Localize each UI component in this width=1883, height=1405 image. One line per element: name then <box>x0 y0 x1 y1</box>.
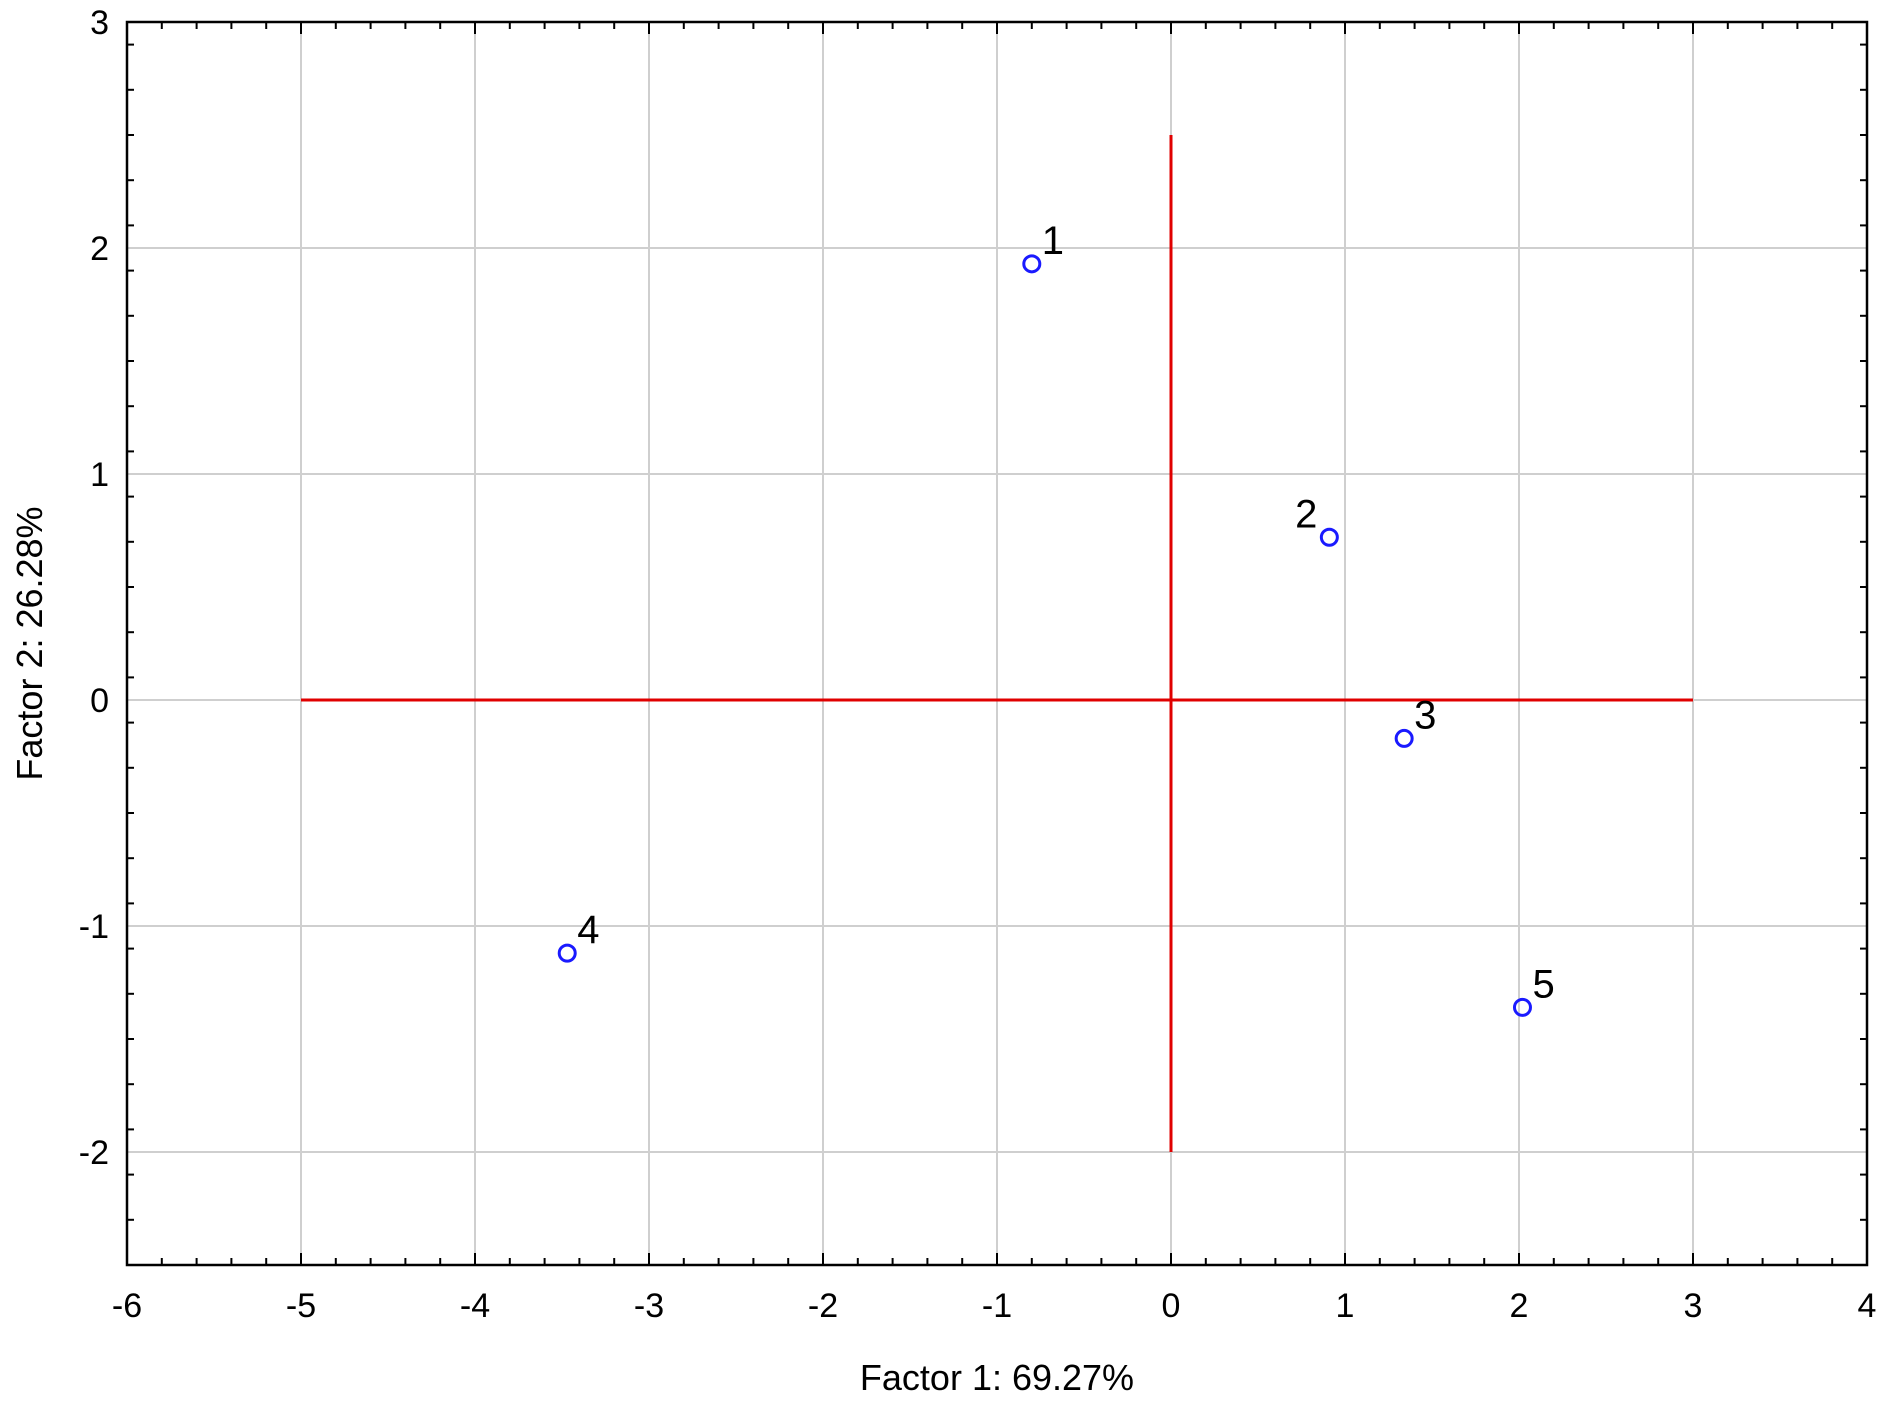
y-tick-label: 3 <box>90 4 109 42</box>
axis-ticks <box>126 22 1868 1266</box>
reference-lines <box>301 135 1693 1152</box>
y-tick-label: -1 <box>79 908 109 946</box>
x-tick-label: 0 <box>1162 1287 1181 1325</box>
x-tick-label: 3 <box>1684 1287 1703 1325</box>
point-label-2: 2 <box>1295 492 1317 536</box>
point-marker-3 <box>1394 728 1414 748</box>
x-tick-label: 4 <box>1858 1287 1877 1325</box>
y-tick-labels: -2 -1 0 1 2 3 <box>79 4 109 1172</box>
x-tick-label: -4 <box>460 1287 490 1325</box>
x-tick-label: -2 <box>808 1287 838 1325</box>
y-tick-label: 1 <box>90 456 109 494</box>
x-tick-label: -5 <box>286 1287 316 1325</box>
point-label-5: 5 <box>1532 962 1554 1006</box>
x-tick-label: -1 <box>982 1287 1012 1325</box>
x-tick-label: 1 <box>1336 1287 1355 1325</box>
x-tick-label: -3 <box>634 1287 664 1325</box>
y-tick-label: 2 <box>90 230 109 268</box>
point-marker-4 <box>557 943 577 963</box>
point-marker-2 <box>1319 527 1339 547</box>
x-tick-labels: -6 -5 -4 -3 -2 -1 0 1 2 3 4 <box>112 1287 1877 1325</box>
data-points: 1 2 3 4 5 <box>557 219 1555 1017</box>
point-marker-5 <box>1512 997 1532 1017</box>
x-tick-label: 2 <box>1510 1287 1529 1325</box>
y-tick-label: 0 <box>90 682 109 720</box>
x-axis-label: Factor 1: 69.27% <box>860 1357 1134 1398</box>
point-label-4: 4 <box>577 908 599 952</box>
y-axis-label: Factor 2: 26.28% <box>9 506 50 780</box>
grid-lines <box>127 22 1867 1265</box>
point-label-3: 3 <box>1414 693 1436 737</box>
y-tick-label: -2 <box>79 1134 109 1172</box>
x-tick-label: -6 <box>112 1287 142 1325</box>
point-label-1: 1 <box>1042 219 1064 263</box>
point-marker-1 <box>1022 254 1042 274</box>
